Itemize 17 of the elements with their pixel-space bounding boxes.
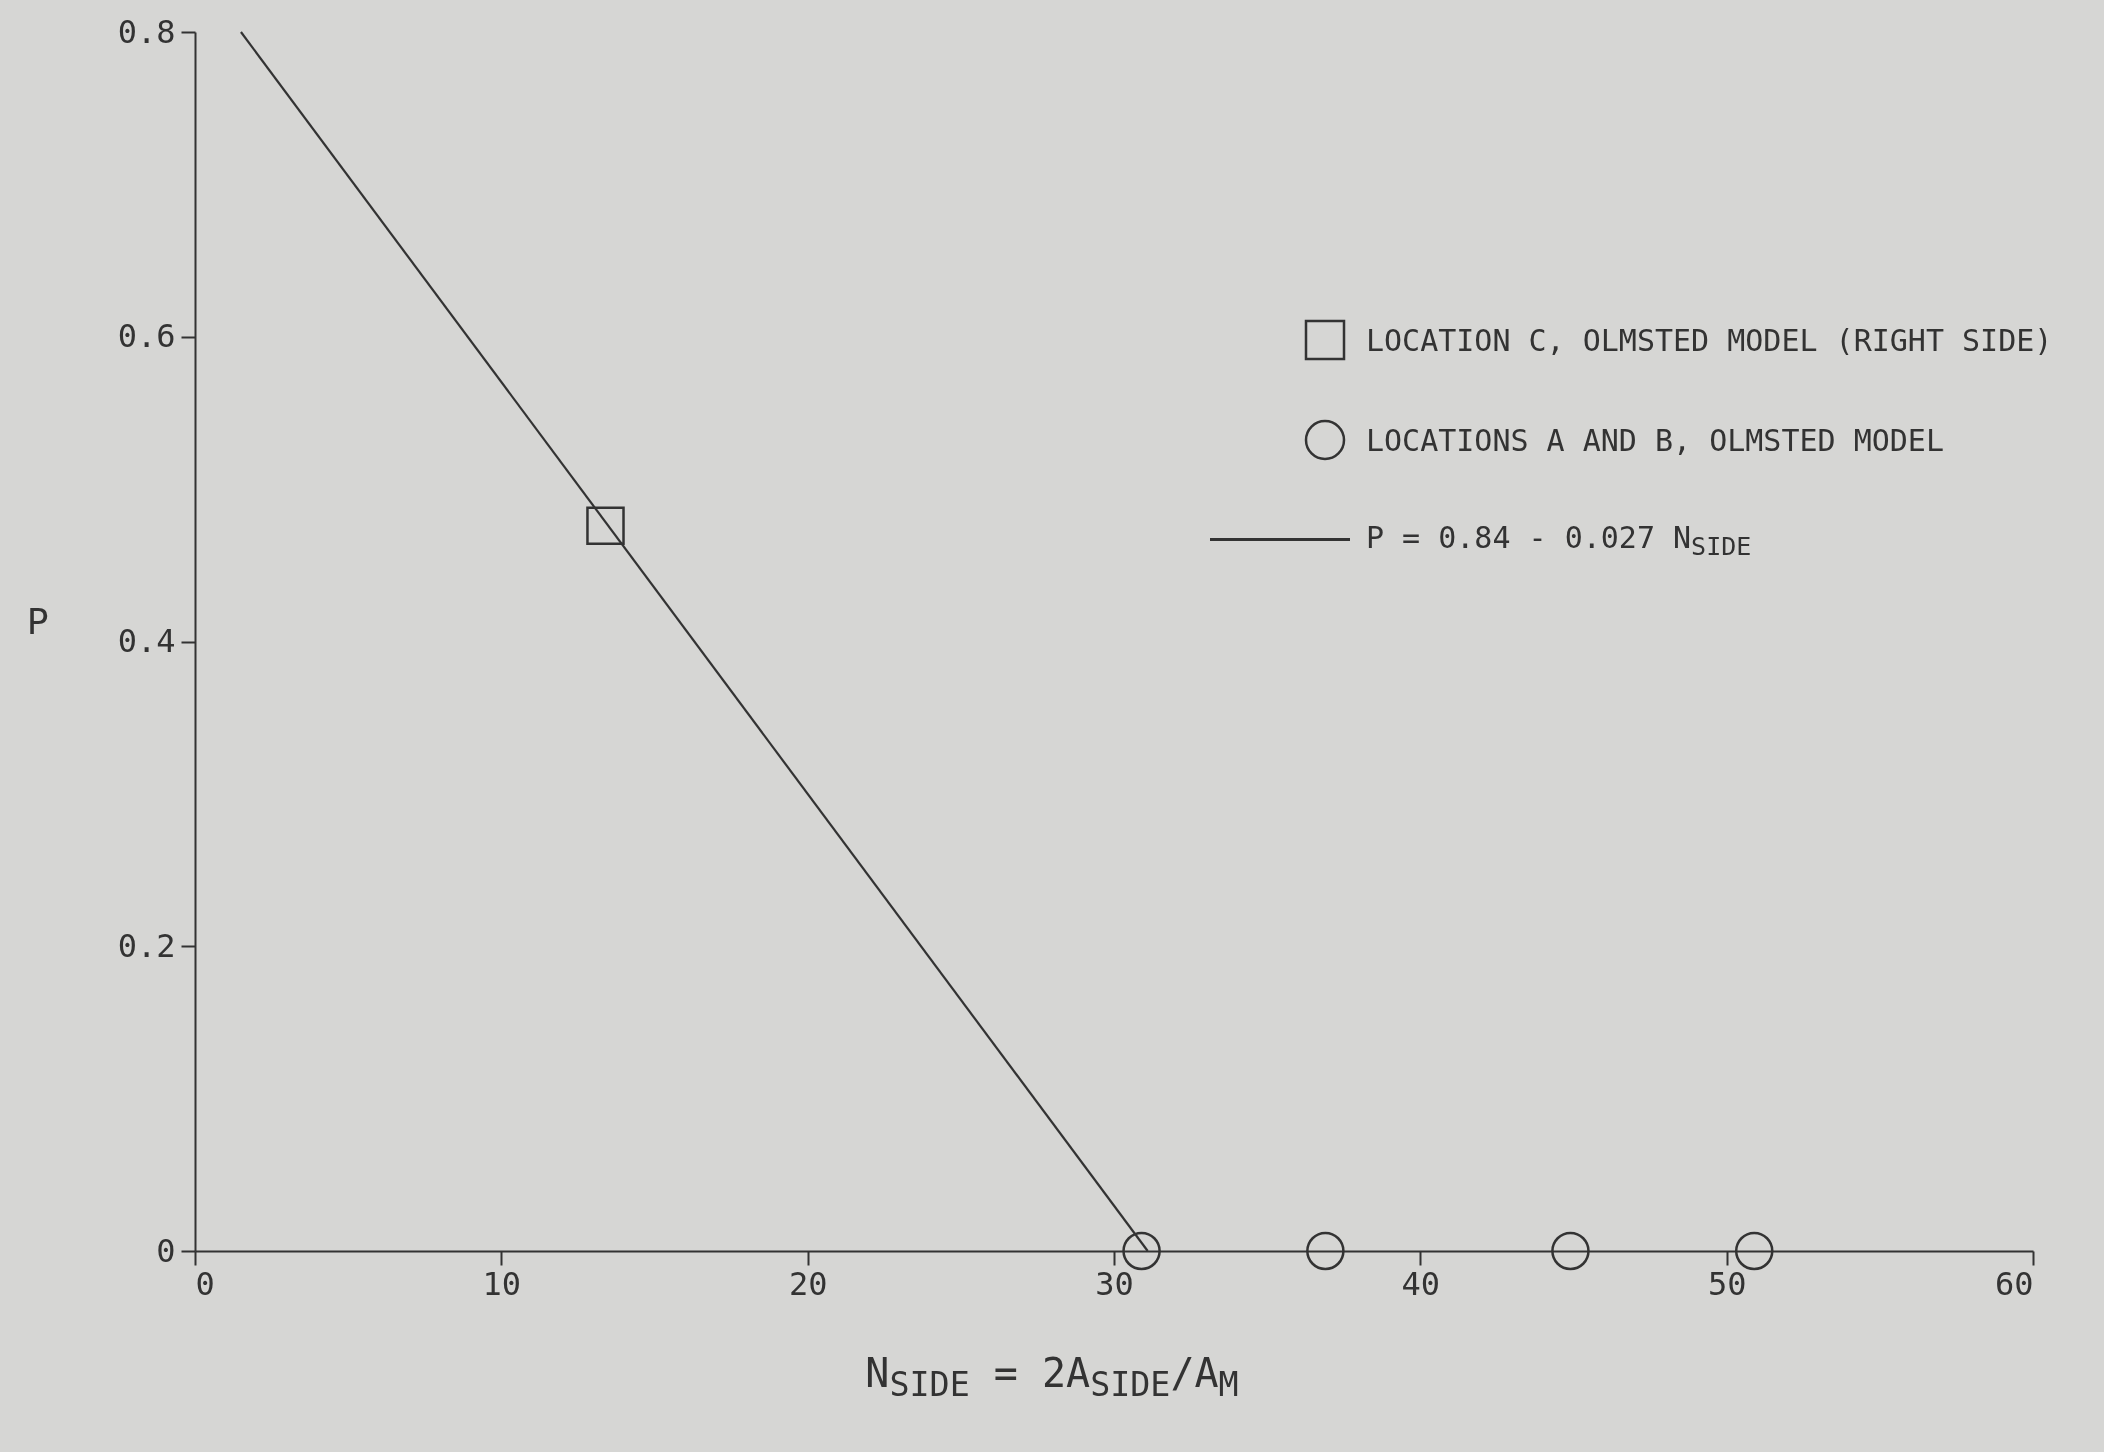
x-axis-title: N$_{SIDE}$ = 2A$_{SIDE}$/A$_{M}$ xyxy=(864,1350,1240,1404)
y-tick-label: 0.8 xyxy=(117,12,176,51)
y-tick-label: 0.6 xyxy=(117,317,176,356)
x-tick-label: 30 xyxy=(1095,1264,1134,1303)
x-tick-label: 10 xyxy=(482,1264,522,1303)
y-tick-label: 0 xyxy=(156,1231,176,1270)
x-tick-label: 0 xyxy=(195,1264,215,1303)
legend-label: LOCATIONS A AND B, OLMSTED MODEL xyxy=(1366,422,1944,458)
x-tick-label: 50 xyxy=(1707,1264,1747,1303)
legend-label: P = 0.84 - 0.027 N$_{SIDE}$ xyxy=(1366,519,1752,561)
y-tick-label: 0.4 xyxy=(117,622,176,660)
y-axis-title: P xyxy=(26,601,49,642)
y-tick-label: 0.2 xyxy=(117,926,176,965)
x-tick-label: 20 xyxy=(788,1264,828,1303)
x-tick-label: 40 xyxy=(1401,1264,1441,1303)
x-tick-label: 60 xyxy=(1994,1264,2034,1303)
legend-label: LOCATION C, OLMSTED MODEL (RIGHT SIDE) xyxy=(1366,322,2053,358)
